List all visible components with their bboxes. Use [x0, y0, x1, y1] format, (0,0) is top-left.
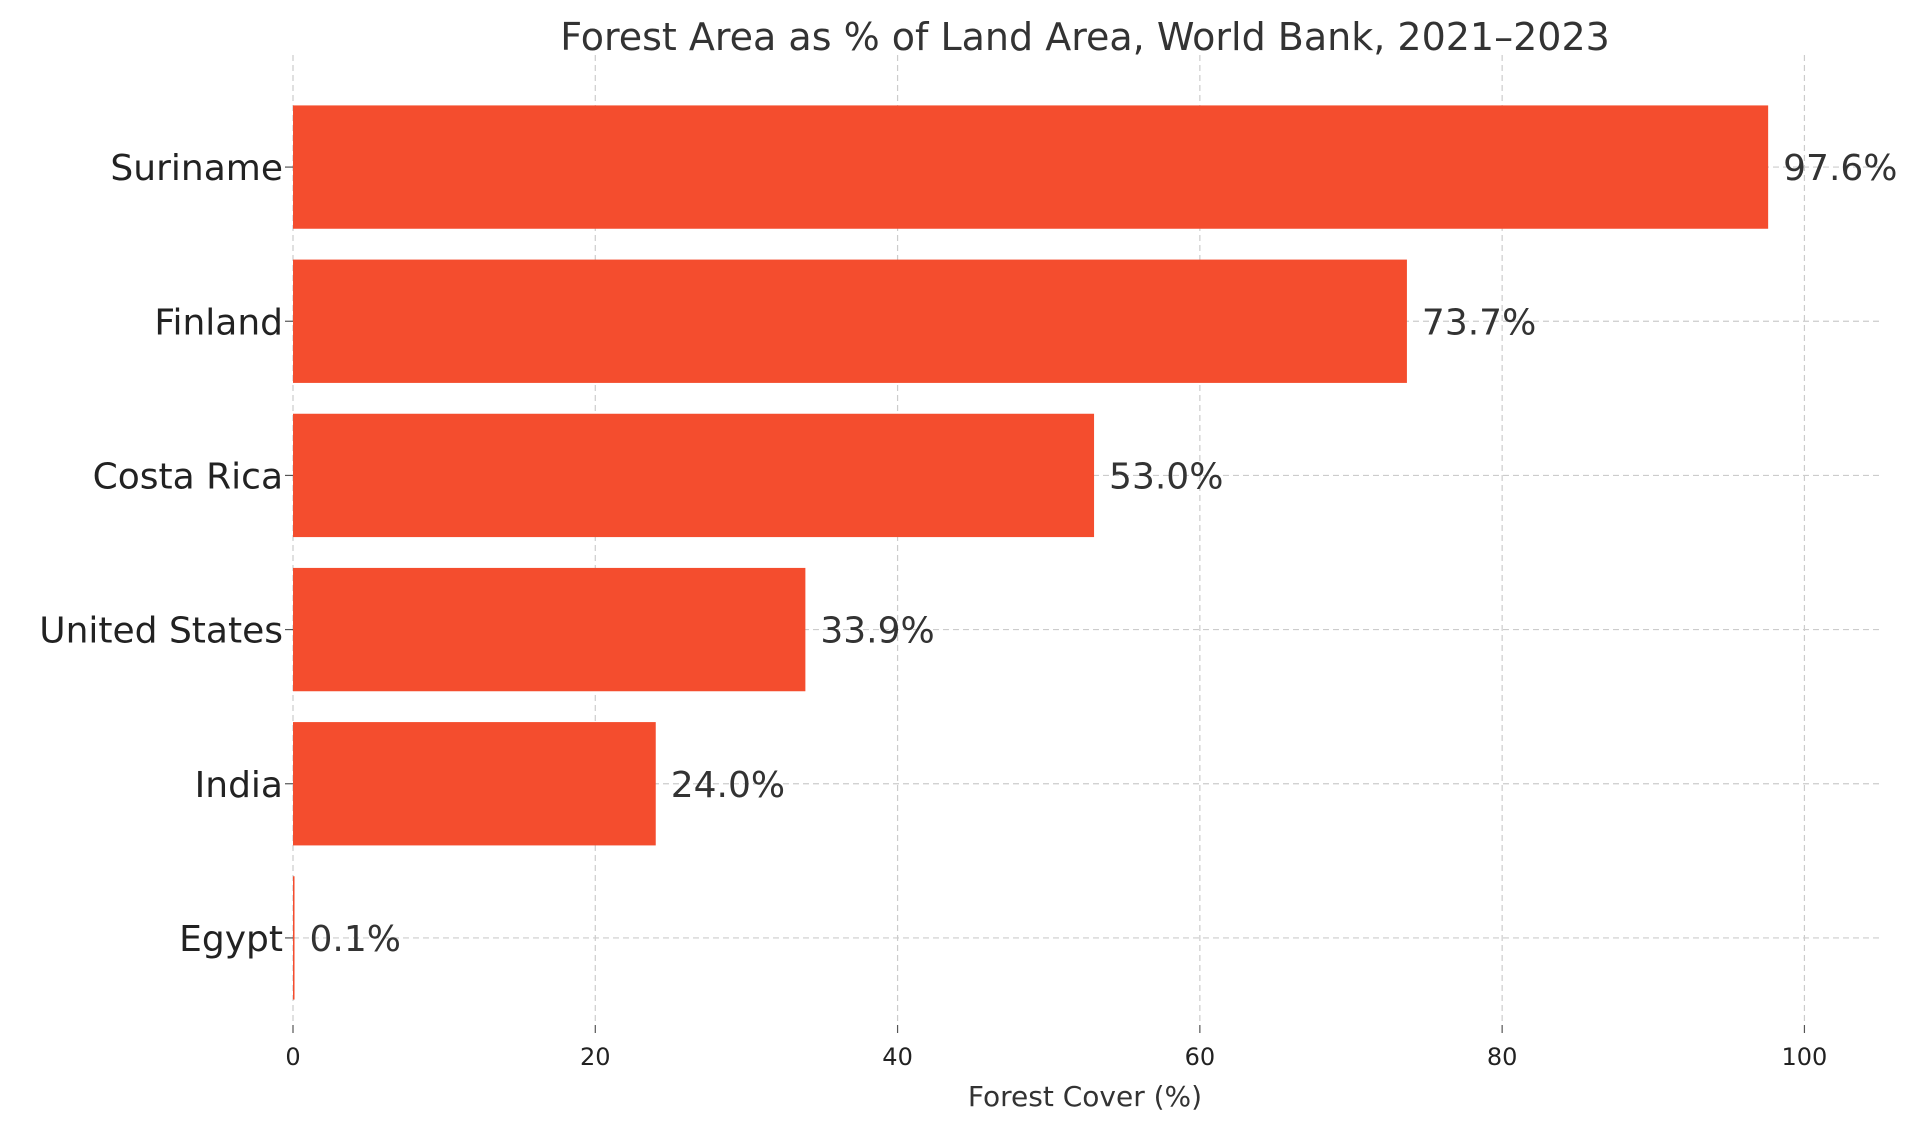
- value-label: 33.9%: [820, 611, 934, 652]
- value-label: 24.0%: [671, 765, 785, 806]
- bar: [293, 567, 806, 692]
- category-label: India: [195, 765, 283, 806]
- bar: [293, 722, 656, 846]
- category-label: United States: [39, 611, 283, 652]
- x-tick-label: 20: [580, 1043, 611, 1071]
- category-label: Egypt: [179, 919, 283, 960]
- category-label: Suriname: [110, 148, 283, 189]
- bar: [293, 105, 1769, 229]
- value-label: 73.7%: [1422, 302, 1536, 343]
- x-tick-label: 40: [882, 1043, 913, 1071]
- x-tick-label: 0: [285, 1043, 300, 1071]
- value-label: 97.6%: [1783, 148, 1897, 189]
- bar: [293, 413, 1095, 538]
- bars: 97.6% 73.7% 53.0% 33.9% 24.0% 0.1%: [293, 105, 1898, 1000]
- bar: [293, 876, 295, 1000]
- value-label: 0.1%: [310, 919, 401, 960]
- x-axis-title: Forest Cover (%): [968, 1080, 1202, 1113]
- x-tick-label: 100: [1782, 1043, 1828, 1071]
- chart-title: Forest Area as % of Land Area, World Ban…: [560, 15, 1610, 59]
- x-tick-label: 80: [1487, 1043, 1518, 1071]
- category-label: Finland: [154, 302, 283, 343]
- value-label: 53.0%: [1109, 456, 1223, 497]
- category-label: Costa Rica: [93, 456, 283, 497]
- bar: [293, 259, 1407, 383]
- x-tick-label: 60: [1185, 1043, 1216, 1071]
- axes: 0 20 40 60 80 100 Suriname Finland Costa Rica Uni…: [39, 148, 1827, 1071]
